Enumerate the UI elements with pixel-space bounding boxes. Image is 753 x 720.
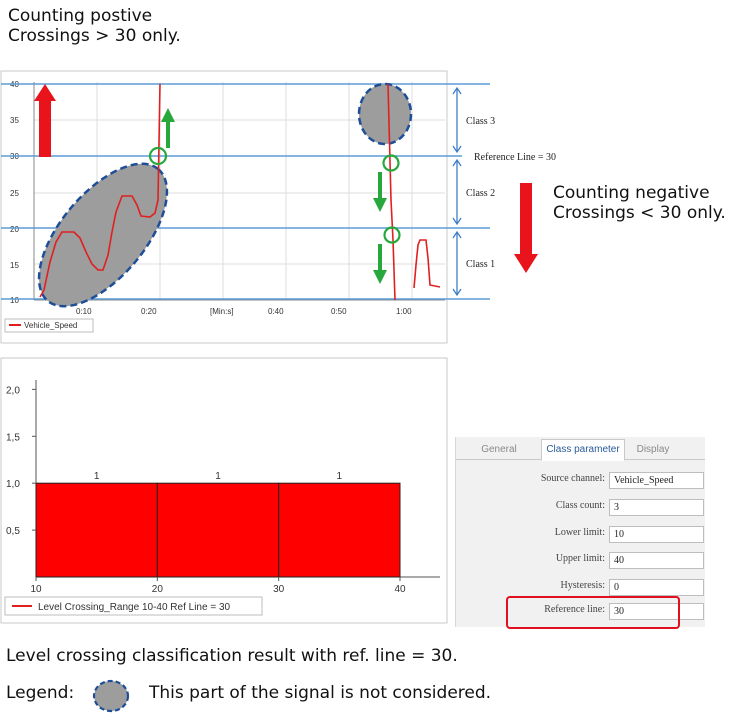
x-tick: 0:40 (268, 307, 284, 316)
ignored-region-right (357, 82, 413, 146)
histogram-bar (156, 482, 280, 578)
y-tick: 35 (10, 116, 19, 125)
reference-line-row: Reference line: 30 (456, 602, 705, 622)
reference-line-field[interactable]: 30 (609, 603, 704, 620)
heading-line: Counting negative (553, 183, 710, 203)
lower-limit-row: Lower limit: 10 (456, 525, 705, 545)
legend-description: This part of the signal is not considere… (149, 683, 492, 703)
heading-line: Counting postive (8, 6, 153, 26)
tab-class-parameter[interactable]: Class parameter (541, 439, 625, 461)
class-parameter-panel: General Class parameter Display Source c… (455, 437, 705, 627)
green-up-arrow-icon (161, 108, 175, 148)
tab-general[interactable]: General (481, 444, 517, 455)
lower-limit-field[interactable]: 10 (609, 526, 704, 543)
crossing-marker (382, 154, 400, 172)
top-legend-label: Vehicle_Speed (24, 321, 77, 330)
source-channel-row: Source channel: Vehicle_Speed (456, 471, 705, 491)
reference-line-label: Reference Line = 30 (474, 152, 556, 163)
bar-value-label: 1 (215, 471, 221, 482)
y-tick: 15 (10, 261, 19, 270)
y-tick: 10 (10, 296, 19, 305)
negative-crossings-heading: Counting negative Crossings < 30 only. (553, 183, 726, 223)
heading-line: Crossings < 30 only. (553, 203, 726, 223)
bar-value-label: 1 (94, 471, 100, 482)
heading-line: Crossings > 30 only. (8, 26, 181, 46)
legend-label: Legend: (6, 683, 75, 703)
green-down-arrow-icon (373, 172, 387, 212)
panel-tabs: General Class parameter Display (456, 437, 705, 461)
top-legend-box (4, 318, 94, 333)
source-channel-field[interactable]: Vehicle_Speed (609, 472, 704, 489)
y-tick-label: 0,5 (6, 526, 20, 537)
hysteresis-label: Hysteresis: (560, 580, 605, 591)
y-tick-label: 1,5 (6, 432, 20, 443)
vehicle-speed-signal-tail (413, 239, 441, 289)
y-tick: 25 (10, 189, 19, 198)
x-tick: 0:50 (331, 307, 347, 316)
histogram-bar (278, 482, 401, 578)
class-3-label: Class 3 (466, 116, 495, 127)
histogram-legend-box (4, 596, 263, 616)
hysteresis-field[interactable]: 0 (609, 579, 704, 596)
class-brackets (452, 86, 462, 297)
vehicle-speed-signal-drop (387, 83, 396, 301)
histogram-legend-label: Level Crossing_Range 10-40 Ref Line = 30 (38, 602, 231, 613)
upper-limit-field[interactable]: 40 (609, 552, 704, 569)
reference-line-label: Reference line: (544, 604, 605, 615)
class-count-field[interactable]: 3 (609, 499, 704, 516)
x-tick-label: 40 (394, 584, 406, 595)
class-count-row: Class count: 3 (456, 498, 705, 518)
upper-limit-label: Upper limit: (555, 553, 605, 564)
x-tick-label: 10 (30, 584, 42, 595)
y-tick: 20 (10, 225, 19, 234)
vehicle-speed-plot: 10 15 20 25 30 35 40 0:10 0:20 [Min:s] 0… (0, 70, 556, 344)
source-channel-label: Source channel: (540, 473, 605, 484)
y-tick-label: 2,0 (6, 385, 20, 396)
downward-arrow-icon (514, 183, 538, 273)
class-2-label: Class 2 (466, 188, 495, 199)
upper-limit-row: Upper limit: 40 (456, 551, 705, 571)
x-tick-label: 20 (152, 584, 164, 595)
ignored-region-legend-icon (92, 679, 130, 713)
positive-crossings-heading: Counting postive Crossings > 30 only. (8, 6, 181, 46)
vehicle-speed-signal (39, 83, 161, 298)
tab-display[interactable]: Display (636, 444, 670, 455)
upward-arrow-icon (34, 84, 56, 157)
lower-limit-label: Lower limit: (554, 527, 605, 538)
green-down-arrow-icon (373, 244, 387, 284)
reference-line-highlight (506, 596, 680, 629)
x-tick-label: 30 (273, 584, 285, 595)
x-tick: 0:10 (76, 307, 92, 316)
result-caption: Level crossing classification result wit… (6, 646, 458, 666)
class-count-label: Class count: (555, 500, 605, 511)
hysteresis-row: Hysteresis: 0 (456, 578, 705, 598)
bar-value-label: 1 (337, 471, 343, 482)
x-tick: 0:20 (141, 307, 157, 316)
histogram-bar (35, 482, 158, 578)
x-tick: [Min:s] (210, 307, 234, 316)
crossing-marker (148, 146, 168, 166)
class-1-label: Class 1 (466, 259, 495, 270)
crossing-marker (383, 226, 401, 244)
x-tick: 1:00 (396, 307, 412, 316)
y-tick-label: 1,0 (6, 479, 20, 490)
